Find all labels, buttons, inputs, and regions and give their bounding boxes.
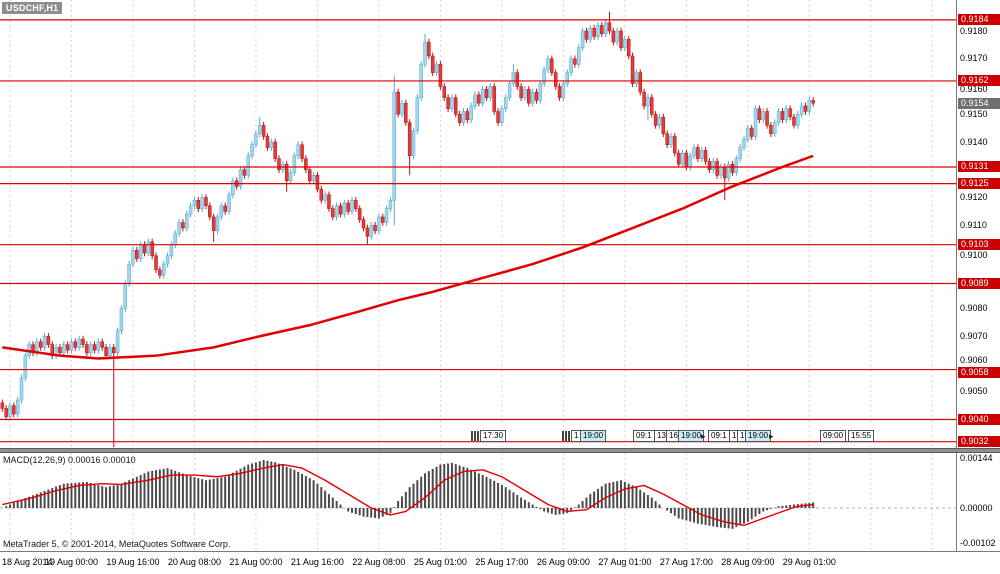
time-axis-label: 29 Aug 01:00 — [782, 557, 836, 567]
price-axis[interactable]: 0.9180 0.9170 0.9160 0.9150 0.9140 0.9120 0.91… — [956, 0, 1000, 448]
time-axis-label: 27 Aug 01:00 — [598, 557, 652, 567]
time-axis-label: 22 Aug 08:00 — [352, 557, 406, 567]
level-price-badge: 0.9089 — [958, 278, 1000, 290]
level-price-badge: 0.9032 — [958, 436, 1000, 448]
macd-indicator-label: MACD(12,26,9) 0.00016 0.00010 — [3, 455, 136, 465]
grid-layer — [9, 0, 933, 448]
time-marker-chip[interactable]: 09:1 — [633, 430, 655, 442]
watermark: MetaTrader 5, © 2001-2014, MetaQuotes So… — [3, 539, 231, 549]
level-price-badge: 0.9184 — [958, 14, 1000, 26]
marker-arrow-icon[interactable]: ▸ — [769, 431, 774, 441]
main-chart-area[interactable]: USDCHF,H1 17:30 1 19:00 09:1 13 16 19:00 ▸ 09:1 1… — [0, 0, 956, 448]
level-price-badge: 0.9125 — [958, 178, 1000, 190]
price-tick-label: 0.9100 — [960, 249, 988, 260]
time-axis-label: 21 Aug 16:00 — [290, 557, 344, 567]
level-price-badge: 0.9162 — [958, 75, 1000, 87]
level-price-badge: 0.9131 — [958, 161, 1000, 173]
macd-axis-label: -0.00102 — [960, 537, 996, 548]
price-tick-label: 0.9060 — [960, 354, 988, 365]
level-price-badge: 0.9058 — [958, 367, 1000, 379]
symbol-timeframe-label: USDCHF,H1 — [2, 2, 63, 14]
time-axis[interactable]: 18 Aug 2014 19 Aug 00:00 19 Aug 16:00 20 Au… — [0, 551, 1000, 574]
time-marker-chip[interactable]: 09:00 — [820, 430, 847, 442]
time-axis-label: 18 Aug 2014 — [2, 557, 53, 567]
time-axis-label: 21 Aug 00:00 — [229, 557, 283, 567]
period-separator-marks[interactable] — [471, 431, 479, 441]
price-tick-label: 0.9170 — [960, 53, 988, 64]
macd-histogram-layer — [5, 460, 815, 529]
macd-value-axis: 0.00144 0.00000 -0.00102 — [956, 453, 1000, 551]
time-marker-chip[interactable]: 19:00 — [745, 430, 772, 442]
time-axis-label: 26 Aug 09:00 — [536, 557, 590, 567]
time-axis-label: 19 Aug 00:00 — [44, 557, 98, 567]
price-tick-label: 0.9180 — [960, 25, 988, 36]
time-marker-chip[interactable]: 17:30 — [480, 430, 507, 442]
level-price-badge: 0.9103 — [958, 239, 1000, 251]
time-marker-chip[interactable]: 15:55 — [848, 430, 875, 442]
time-marker-chip[interactable]: 19:00 — [678, 430, 705, 442]
panel-splitter[interactable] — [0, 448, 1000, 453]
time-axis-label: 28 Aug 09:00 — [721, 557, 775, 567]
macd-signal-line — [2, 463, 814, 527]
time-axis-label: 27 Aug 17:00 — [659, 557, 713, 567]
candlestick-chart-canvas[interactable] — [0, 0, 956, 448]
moving-average-line — [2, 154, 814, 360]
price-tick-label: 0.9050 — [960, 386, 988, 397]
time-marker-chips: 17:30 1 19:00 09:1 13 16 19:00 ▸ 09:1 1 1 19:00 ▸ 09:… — [0, 430, 956, 444]
marker-arrow-icon[interactable]: ▸ — [701, 431, 706, 441]
price-tick-label: 0.9080 — [960, 303, 988, 313]
level-price-badge: 0.9040 — [958, 414, 1000, 425]
price-tick-label: 0.9140 — [960, 136, 988, 147]
macd-axis-label: 0.00144 — [960, 453, 993, 463]
period-separator-marks[interactable] — [562, 431, 570, 441]
time-marker-chip[interactable]: 19:00 — [580, 430, 607, 442]
macd-grid-layer — [9, 453, 933, 551]
price-tick-label: 0.9160 — [960, 84, 988, 94]
time-axis-label: 25 Aug 17:00 — [475, 557, 529, 567]
time-marker-chip[interactable]: 09:1 — [708, 430, 730, 442]
time-axis-label: 25 Aug 01:00 — [413, 557, 467, 567]
price-tick-label: 0.9110 — [960, 219, 987, 230]
candles-layer — [0, 11, 815, 448]
price-tick-label: 0.9150 — [960, 108, 988, 119]
price-tick-label: 0.9070 — [960, 330, 988, 341]
time-axis-label: 20 Aug 08:00 — [167, 557, 221, 567]
macd-axis-label: 0.00000 — [960, 502, 993, 513]
macd-panel[interactable]: MACD(12,26,9) 0.00016 0.00010 MetaTrader… — [0, 453, 956, 551]
current-price-badge: 0.9154 — [958, 97, 1000, 109]
price-tick-label: 0.9120 — [960, 192, 988, 202]
time-axis-label: 19 Aug 16:00 — [106, 557, 160, 567]
horizontal-levels-layer — [0, 19, 956, 443]
macd-chart-canvas[interactable] — [0, 453, 956, 551]
